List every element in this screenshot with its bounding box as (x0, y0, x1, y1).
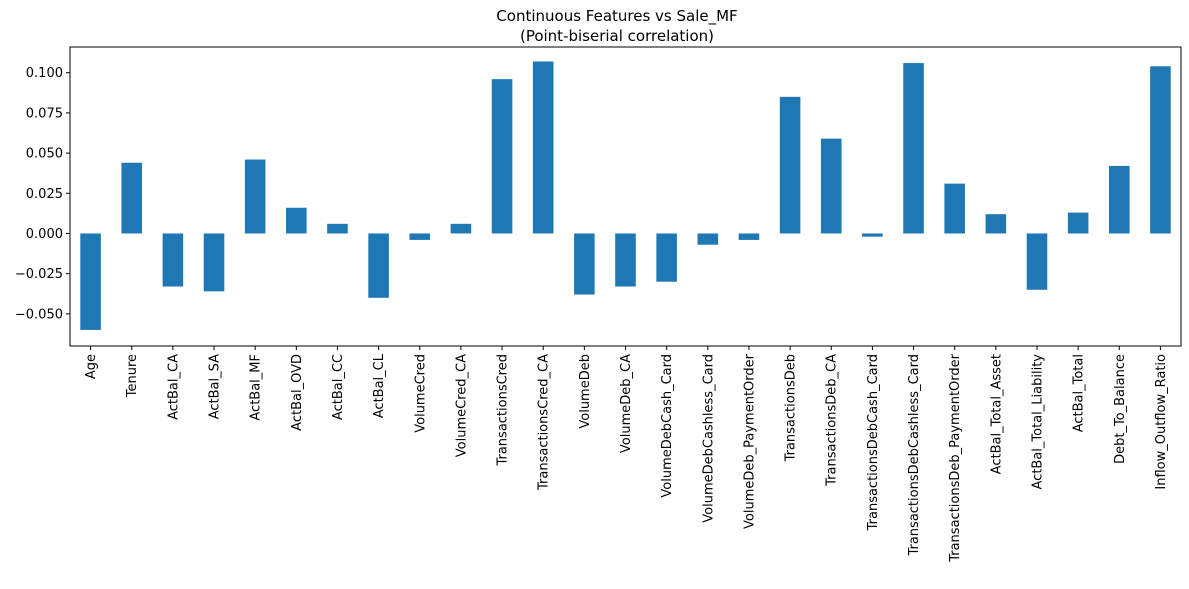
y-tick-label: −0.025 (15, 267, 63, 282)
bar (1150, 66, 1171, 234)
x-tick-label: ActBal_CL (372, 353, 387, 418)
bar (738, 233, 760, 240)
bar (450, 223, 472, 234)
plot-frame (69, 46, 1182, 347)
x-tick-label: VolumeDebCash_Card (660, 354, 675, 498)
bar (244, 159, 266, 234)
x-tick-label: VolumeDeb_PaymentOrder (742, 353, 757, 529)
x-tick-label: TransactionsDeb_CA (825, 354, 840, 487)
bar (286, 207, 307, 234)
chart-title: Continuous Features vs Sale_MF (496, 7, 737, 26)
bar (80, 233, 101, 330)
bar (903, 63, 924, 234)
bar (985, 214, 1007, 234)
x-tick-label: Inflow_Outflow_Ratio (1154, 354, 1169, 490)
x-tick-label: ActBal_Total (1072, 354, 1087, 432)
x-tick-label: ActBal_MF (249, 354, 264, 421)
y-tick-label: 0.050 (26, 147, 63, 162)
x-tick-label: Tenure (125, 354, 140, 398)
bar (697, 233, 719, 245)
x-tick-label: Age (84, 354, 99, 379)
y-tick-label: −0.050 (15, 307, 63, 322)
plot-area: −0.050 −0.025 0.000 0.025 0.050 0.075 0.100 Age… (15, 46, 1182, 563)
x-tick-label: VolumeCred_CA (454, 354, 469, 457)
x-tick-label: ActBal_CC (331, 354, 346, 420)
bar (615, 233, 636, 287)
bar (368, 233, 389, 298)
x-tick-label: TransactionsDebCash_Card (866, 354, 881, 531)
x-tick-label: ActBal_SA (208, 354, 223, 419)
bar (532, 61, 554, 234)
x-tick-label: ActBal_OVD (290, 354, 305, 431)
x-tick-label: VolumeDebCashless_Card (701, 354, 716, 523)
bar (1067, 212, 1089, 234)
bar (820, 138, 842, 234)
bar (409, 233, 431, 240)
chart-subtitle: (Point-biserial correlation) (520, 27, 714, 45)
bar (162, 233, 184, 287)
bar (656, 233, 677, 282)
bar (1026, 233, 1048, 290)
bar (1108, 165, 1130, 234)
x-tick-label: TransactionsDeb (784, 354, 799, 462)
y-tick-label: 0.000 (26, 227, 63, 242)
bar (327, 223, 348, 234)
y-tick-label: 0.025 (26, 187, 63, 202)
x-tick-label: Debt_To_Balance (1113, 354, 1128, 464)
bar (121, 162, 143, 234)
x-tick-label: VolumeCred (413, 354, 428, 433)
bar (203, 233, 225, 292)
x-tick-label: VolumeDeb (578, 354, 593, 429)
x-tick-label: VolumeDeb_CA (619, 354, 634, 453)
x-tick-label: ActBal_Total_Asset (989, 354, 1004, 474)
x-tick-label: TransactionsCred_CA (537, 354, 552, 491)
bar (944, 183, 965, 234)
y-tick-label: 0.100 (26, 66, 63, 81)
bar (862, 233, 883, 237)
x-tick-label: TransactionsDebCashless_Card (907, 354, 922, 557)
x-tick-label: ActBal_CA (166, 354, 181, 420)
x-tick-label: ActBal_Total_Liability (1030, 354, 1045, 490)
bar (574, 233, 595, 295)
bar (491, 79, 513, 234)
x-tick-label: TransactionsCred (496, 354, 511, 467)
bar (779, 96, 801, 234)
y-tick-label: 0.075 (26, 106, 63, 121)
x-tick-label: TransactionsDeb_PaymentOrder (948, 353, 963, 562)
